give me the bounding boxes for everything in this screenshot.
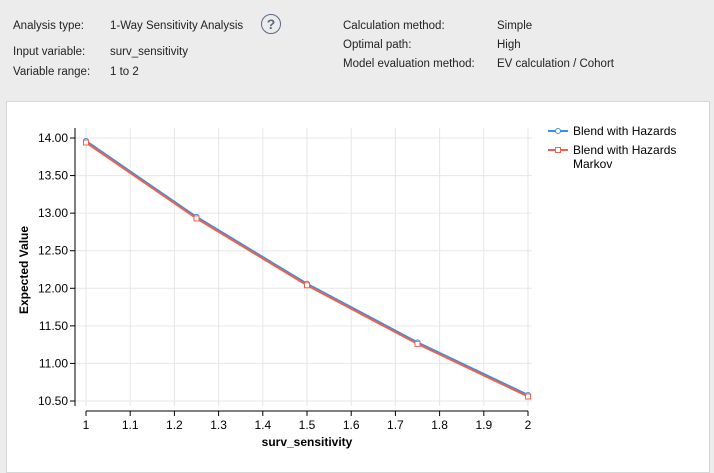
- x-tick-label: 1.6: [343, 418, 360, 432]
- legend-marker: [555, 128, 561, 134]
- optimal-path-value: High: [497, 39, 521, 51]
- y-tick-label: 11.00: [39, 356, 68, 370]
- calc-method-value: Simple: [497, 20, 533, 32]
- x-tick-label: 1.2: [166, 418, 183, 432]
- x-tick-label: 2: [525, 418, 532, 432]
- model-eval-value: EV calculation / Cohort: [497, 58, 614, 70]
- legend-label: Blend with Hazards: [573, 143, 676, 157]
- legend-marker: [555, 147, 561, 153]
- y-tick-label: 13.50: [38, 169, 68, 183]
- y-tick-label: 12.50: [38, 244, 68, 258]
- data-point: [193, 215, 200, 222]
- x-tick-label: 1.9: [475, 418, 492, 432]
- variable-range-label: Variable range:: [13, 66, 91, 78]
- help-icon[interactable]: ?: [261, 14, 281, 34]
- data-point: [414, 340, 421, 347]
- data-point: [83, 139, 89, 146]
- variable-range-value: 1 to 2: [110, 66, 139, 78]
- y-tick-label: 11.50: [39, 319, 68, 333]
- x-tick-label: 1.5: [299, 418, 316, 432]
- input-variable-value: surv_sensitivity: [110, 46, 188, 58]
- x-axis-title: surv_sensitivity: [262, 435, 353, 449]
- line-chart: 1 1.1 1.2 1.3 1.4 1.5 1.6 1.7 1.8 1.9 2 10.50 11.00 1…: [17, 124, 676, 449]
- y-tick-label: 12.00: [38, 281, 68, 295]
- analysis-type-value: 1-Way Sensitivity Analysis: [110, 20, 244, 32]
- x-tick-label: 1.3: [210, 418, 227, 432]
- x-tick-label: 1.4: [254, 418, 271, 432]
- analysis-type-label: Analysis type:: [13, 20, 84, 32]
- calc-method-label: Calculation method:: [343, 20, 445, 32]
- model-eval-label: Model evaluation method:: [343, 58, 475, 70]
- x-tick-label: 1.8: [431, 418, 448, 432]
- input-variable-label: Input variable:: [13, 46, 86, 58]
- data-point: [304, 282, 310, 289]
- x-tick-label: 1.7: [387, 418, 404, 432]
- optimal-path-label: Optimal path:: [343, 39, 412, 51]
- legend-label: Blend with Hazards: [573, 124, 676, 138]
- legend-label: Markov: [573, 157, 612, 171]
- y-tick-label: 14.00: [38, 131, 68, 145]
- data-point: [525, 393, 531, 400]
- y-axis-title: Expected Value: [17, 226, 31, 314]
- y-tick-label: 13.00: [38, 206, 68, 220]
- y-tick-label: 10.50: [38, 394, 68, 408]
- x-tick-label: 1.1: [122, 418, 139, 432]
- x-tick-label: 1: [83, 418, 90, 432]
